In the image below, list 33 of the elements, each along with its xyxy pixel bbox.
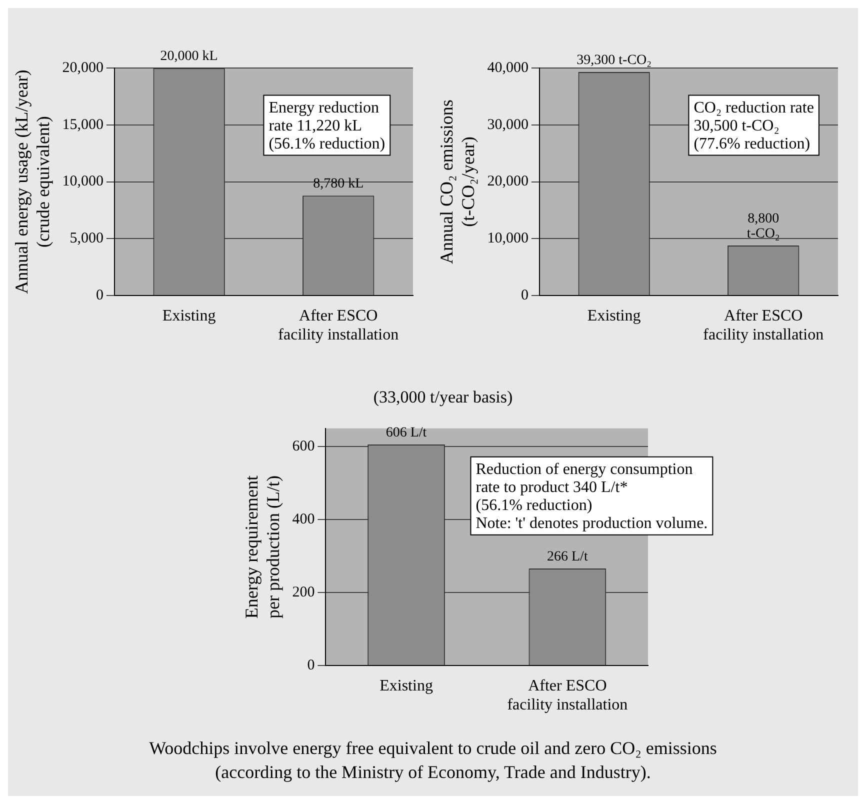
y-tick-label: 40,000: [487, 60, 528, 76]
data-label: 266 L/t: [547, 550, 588, 565]
y-tick-label: 0: [520, 288, 528, 304]
data-label: 606 L/t: [386, 425, 427, 440]
y-axis-title: Energy requirement per production (L/t): [242, 475, 284, 619]
x-tick-label: Existing: [587, 307, 641, 324]
x-tick-label: After ESCO facility installation: [507, 677, 628, 714]
y-tick-label: 15,000: [62, 116, 104, 133]
y-tick-label: 10,000: [487, 230, 528, 247]
annotation: Energy reduction rate 11,220 kL (56.1% reduction): [268, 99, 386, 152]
y-tick-label: 0: [307, 658, 315, 674]
y-tick-label: 30,000: [487, 116, 528, 133]
x-tick-label: Existing: [380, 677, 433, 694]
x-tick-label: Existing: [162, 307, 216, 324]
data-label: 20,000 kL: [160, 49, 218, 64]
y-axis-title: Annual energy usage (kL/year) (crude equivalent): [12, 70, 54, 294]
y-tick-label: 600: [292, 438, 315, 455]
y-tick-label: 10,000: [62, 174, 104, 190]
x-tick-label: After ESCO facility installation: [278, 307, 399, 344]
data-label: 39,300 t-CO₂: [576, 52, 652, 68]
data-label: 8,800 t-CO₂: [746, 212, 780, 242]
y-tick-label: 20,000: [487, 174, 528, 190]
chart-title: (33,000 t/year basis): [373, 388, 513, 407]
x-tick-label: After ESCO facility installation: [703, 307, 824, 344]
annotation: CO₂ reduction rate 30,500 t-CO₂ (77.6% reduction): [694, 99, 814, 152]
y-tick-label: 5,000: [70, 230, 104, 247]
y-tick-label: 0: [96, 288, 104, 304]
y-tick-label: 20,000: [62, 60, 104, 76]
annotation: Reduction of energy consumption rate to product 340 L/t* (56.1% reduction) Note: 't' denotes production volume.: [476, 460, 708, 532]
text: Woodchips involve energy free equivalent to crude oil and zero CO₂ emissions (according to the Ministry of Economy, Trade and Industry).: [148, 737, 718, 784]
y-axis-title: Annual CO₂ emissions (t-CO₂/year): [436, 100, 478, 264]
y-tick-label: 400: [292, 512, 315, 528]
y-tick-label: 200: [292, 584, 315, 601]
